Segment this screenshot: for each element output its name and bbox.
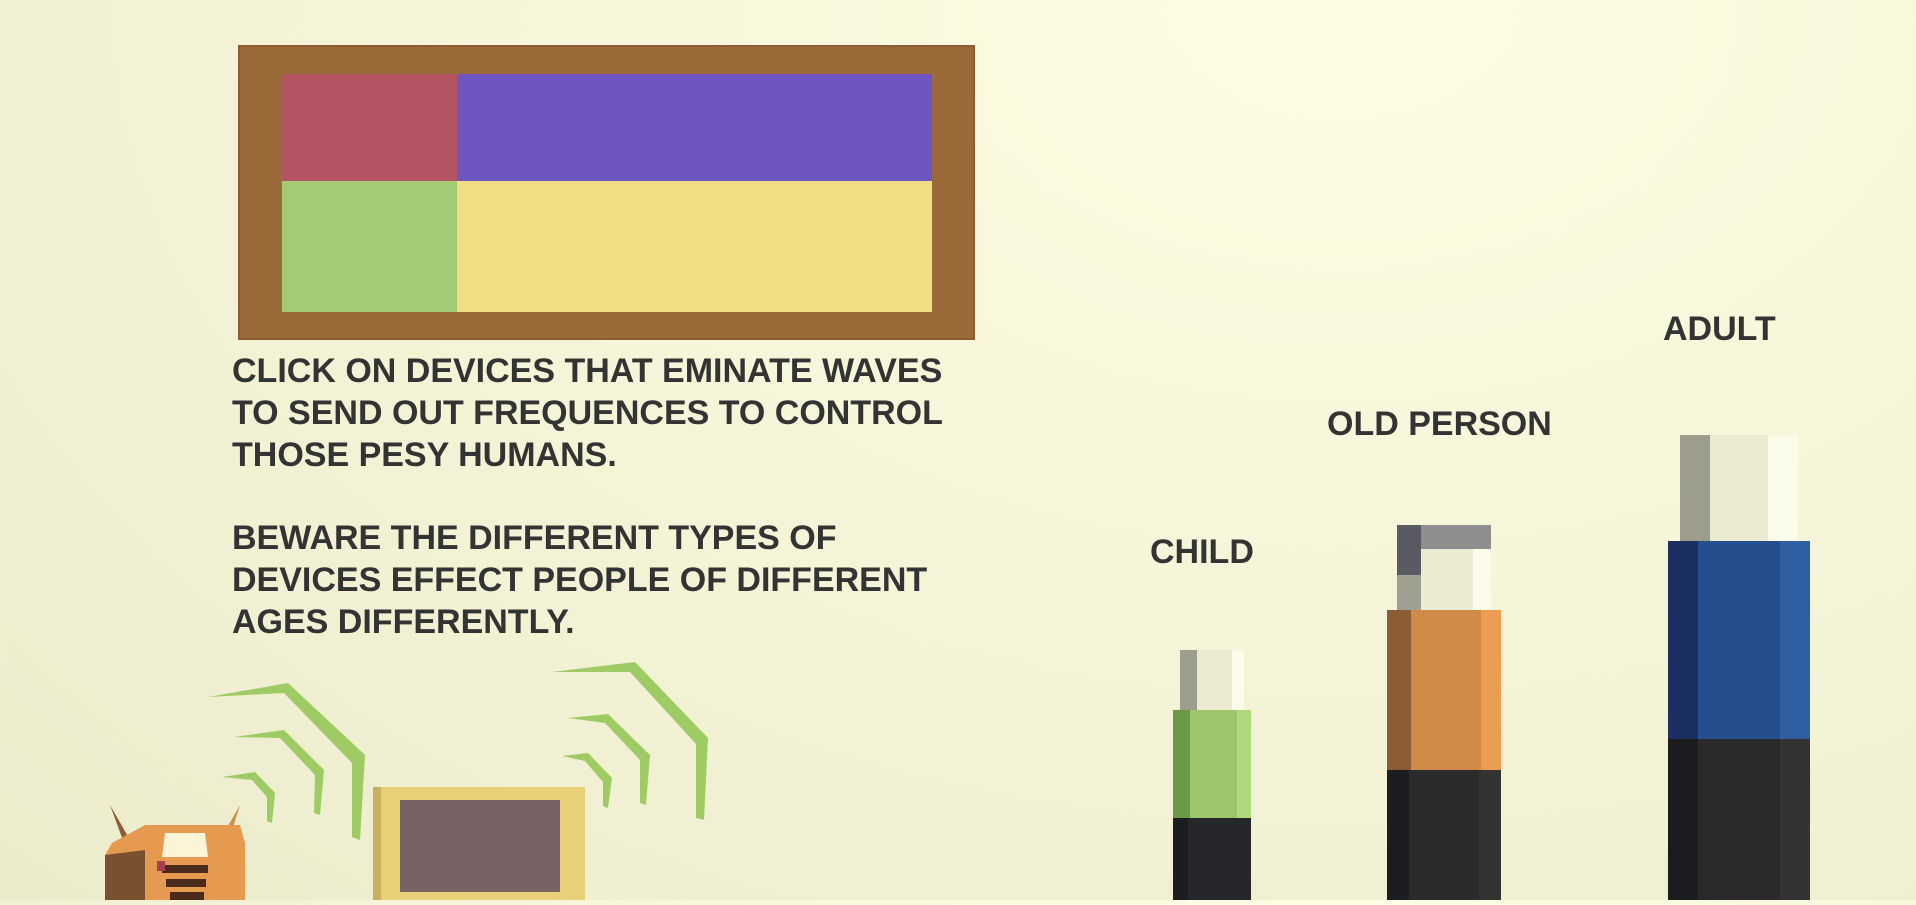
- child-label: CHILD: [1150, 533, 1254, 571]
- adult-label: ADULT: [1663, 310, 1776, 348]
- legend-panel-green: [282, 181, 457, 312]
- tv-device-icon[interactable]: [373, 787, 585, 900]
- instructions-text-1: CLICK ON DEVICES THAT EMINATE WAVES TO S…: [232, 352, 943, 474]
- old-person-character[interactable]: [1387, 525, 1501, 900]
- instructions-text-2: BEWARE THE DIFFERENT TYPES OF DEVICES EF…: [232, 519, 928, 641]
- adult-character[interactable]: [1668, 435, 1810, 900]
- legend-panel-red: [282, 74, 457, 181]
- legend-panel-purple: [457, 74, 932, 181]
- legend-panel-yellow: [457, 181, 932, 312]
- child-character[interactable]: [1173, 650, 1251, 900]
- radio-device-icon[interactable]: [100, 795, 250, 900]
- old-person-label: OLD PERSON: [1327, 405, 1552, 443]
- signal-wave-icon: [552, 662, 708, 820]
- color-legend-frame: [238, 45, 975, 340]
- signal-wave-icon: [208, 683, 365, 840]
